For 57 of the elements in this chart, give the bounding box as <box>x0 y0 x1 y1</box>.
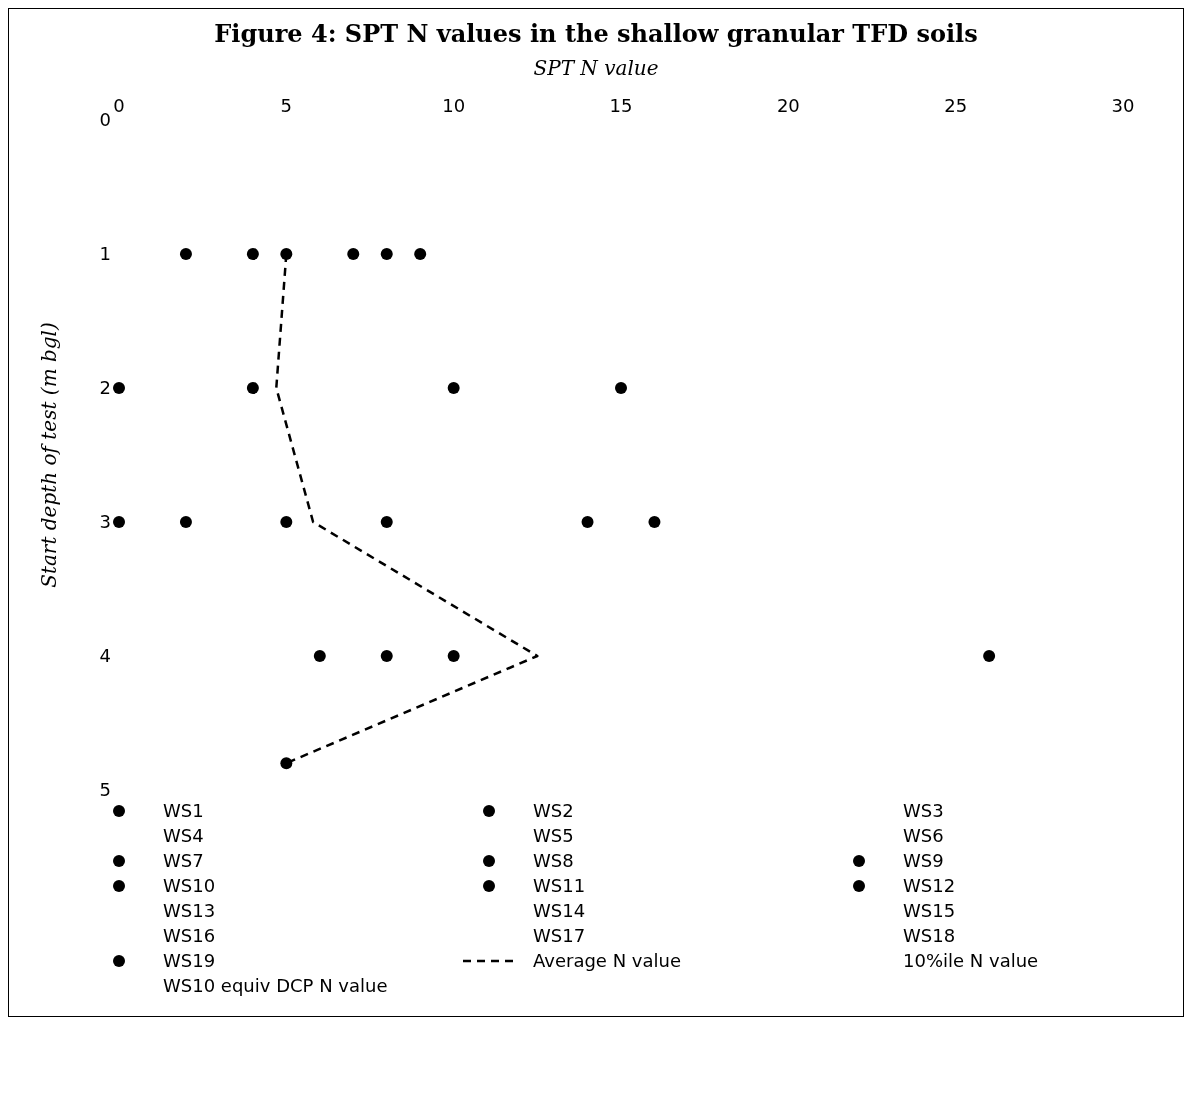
x-tick-label: 20 <box>776 95 800 116</box>
text: WS6 <box>903 825 944 846</box>
text: WS14 <box>533 900 586 921</box>
text: WS3 <box>903 800 944 821</box>
point <box>581 516 594 528</box>
legend-label: WS11 <box>533 875 586 896</box>
x-tick-label: 15 <box>609 95 633 116</box>
legend-label: WS10 <box>163 875 216 896</box>
point <box>179 516 192 528</box>
point <box>113 516 125 528</box>
text: WS17 <box>533 925 586 946</box>
point <box>380 650 393 662</box>
legend-label: WS9 <box>903 850 944 871</box>
legend-label: WS8 <box>533 850 574 871</box>
point <box>179 248 192 260</box>
point <box>246 248 259 260</box>
text: WS5 <box>533 825 574 846</box>
point <box>648 516 661 528</box>
legend-label: WS19 <box>163 950 216 971</box>
point <box>347 248 360 260</box>
legend-label: WS12 <box>903 875 956 896</box>
y-tick-label: 5 <box>99 779 111 801</box>
text: WS18 <box>903 925 956 946</box>
y-tick-label: 2 <box>99 377 111 399</box>
text: WS10 equiv DCP N value <box>163 975 388 996</box>
text: WS4 <box>163 825 204 846</box>
y-tick-label: 1 <box>99 243 111 265</box>
point <box>280 516 293 528</box>
y-axis-title: Start depth of test (m bgl) <box>37 322 62 588</box>
legend-label: WS1 <box>163 800 204 821</box>
legend-label: Average N value <box>533 950 681 971</box>
point <box>113 382 125 394</box>
text: WS16 <box>163 925 216 946</box>
legend-label: WS7 <box>163 850 204 871</box>
x-tick-label: 0 <box>113 95 125 116</box>
y-tick-label: 4 <box>99 645 111 667</box>
x-tick-label: 5 <box>280 95 293 116</box>
point <box>380 248 393 260</box>
text: WS13 <box>163 900 216 921</box>
point <box>447 650 460 662</box>
y-tick-label: 3 <box>99 511 111 533</box>
point <box>380 516 393 528</box>
point <box>615 382 627 394</box>
point <box>447 382 460 394</box>
text: WS15 <box>903 900 956 921</box>
x-tick-label: 10 <box>442 95 466 116</box>
text: 10%ile N value <box>903 950 1039 971</box>
x-axis-title: SPT N value <box>532 56 660 80</box>
x-tick-label: 30 <box>1111 95 1135 116</box>
y-tick-label: 0 <box>99 109 111 131</box>
legend-label: WS2 <box>533 800 574 821</box>
point <box>414 248 427 260</box>
point <box>246 382 259 394</box>
point <box>313 650 326 662</box>
point <box>983 650 996 662</box>
x-tick-label: 25 <box>944 95 968 116</box>
chart-title: Figure 4: SPT N values in the shallow granular TFD soils <box>213 19 979 48</box>
